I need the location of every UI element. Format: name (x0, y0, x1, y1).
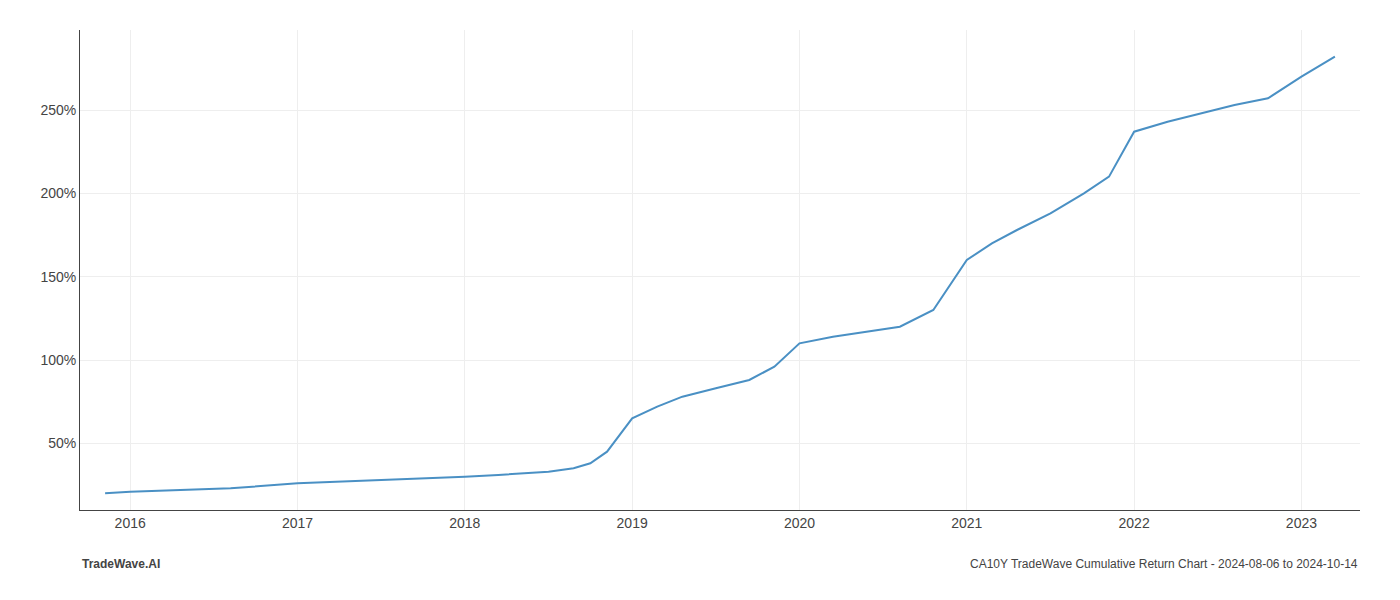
svg-text:200%: 200% (40, 185, 76, 201)
svg-text:2022: 2022 (1119, 515, 1150, 531)
svg-text:2019: 2019 (617, 515, 648, 531)
svg-text:150%: 150% (40, 269, 76, 285)
svg-text:2023: 2023 (1286, 515, 1317, 531)
svg-text:100%: 100% (40, 352, 76, 368)
svg-text:250%: 250% (40, 102, 76, 118)
svg-text:2021: 2021 (951, 515, 982, 531)
svg-text:CA10Y TradeWave Cumulative Ret: CA10Y TradeWave Cumulative Return Chart … (970, 557, 1358, 571)
svg-text:2016: 2016 (115, 515, 146, 531)
svg-text:TradeWave.AI: TradeWave.AI (82, 557, 160, 571)
svg-text:2020: 2020 (784, 515, 815, 531)
svg-text:2017: 2017 (282, 515, 313, 531)
svg-text:2018: 2018 (449, 515, 480, 531)
svg-text:50%: 50% (48, 435, 76, 451)
